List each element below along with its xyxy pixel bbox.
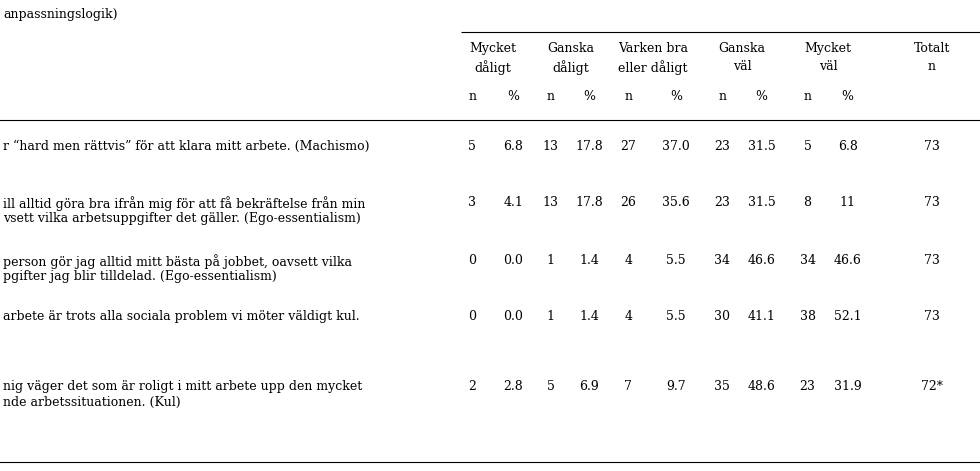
Text: n: n [928,60,936,73]
Text: 34: 34 [714,254,730,267]
Text: 23: 23 [800,380,815,393]
Text: 17.8: 17.8 [575,140,603,153]
Text: 13: 13 [543,196,559,209]
Text: person gör jag alltid mitt bästa på jobbet, oavsett vilka: person gör jag alltid mitt bästa på jobb… [3,254,352,269]
Text: 72*: 72* [921,380,943,393]
Text: n: n [624,90,632,103]
Text: nde arbetssituationen. (Kul): nde arbetssituationen. (Kul) [3,396,180,409]
Text: 41.1: 41.1 [748,310,775,323]
Text: 6.8: 6.8 [838,140,858,153]
Text: 73: 73 [924,310,940,323]
Text: dåligt: dåligt [552,60,589,75]
Text: 2.8: 2.8 [504,380,523,393]
Text: %: % [508,90,519,103]
Text: n: n [547,90,555,103]
Text: %: % [670,90,682,103]
Text: 6.9: 6.9 [579,380,599,393]
Text: 46.6: 46.6 [834,254,861,267]
Text: r “hard men rättvis” för att klara mitt arbete. (Machismo): r “hard men rättvis” för att klara mitt … [3,140,369,153]
Text: vsett vilka arbetsuppgifter det gäller. (Ego-essentialism): vsett vilka arbetsuppgifter det gäller. … [3,212,361,225]
Text: 8: 8 [804,196,811,209]
Text: n: n [718,90,726,103]
Text: 52.1: 52.1 [834,310,861,323]
Text: n: n [804,90,811,103]
Text: 73: 73 [924,196,940,209]
Text: 1: 1 [547,310,555,323]
Text: 26: 26 [620,196,636,209]
Text: 4: 4 [624,254,632,267]
Text: Varken bra: Varken bra [617,42,688,55]
Text: Ganska: Ganska [718,42,765,55]
Text: 0.0: 0.0 [504,254,523,267]
Text: 48.6: 48.6 [748,380,775,393]
Text: 5.5: 5.5 [666,310,686,323]
Text: 31.5: 31.5 [748,140,775,153]
Text: 30: 30 [714,310,730,323]
Text: Mycket: Mycket [805,42,852,55]
Text: %: % [583,90,595,103]
Text: 23: 23 [714,196,730,209]
Text: 31.5: 31.5 [748,196,775,209]
Text: 11: 11 [840,196,856,209]
Text: 5: 5 [547,380,555,393]
Text: Ganska: Ganska [547,42,594,55]
Text: 0: 0 [468,254,476,267]
Text: 1.4: 1.4 [579,310,599,323]
Text: 35: 35 [714,380,730,393]
Text: eller dåligt: eller dåligt [618,60,687,75]
Text: 27: 27 [620,140,636,153]
Text: 73: 73 [924,140,940,153]
Text: nig väger det som är roligt i mitt arbete upp den mycket: nig väger det som är roligt i mitt arbet… [3,380,363,393]
Text: 31.9: 31.9 [834,380,861,393]
Text: 5: 5 [804,140,811,153]
Text: Totalt: Totalt [913,42,951,55]
Text: 9.7: 9.7 [666,380,686,393]
Text: 5: 5 [468,140,476,153]
Text: arbete är trots alla sociala problem vi möter väldigt kul.: arbete är trots alla sociala problem vi … [3,310,360,323]
Text: 37.0: 37.0 [662,140,690,153]
Text: väl: väl [818,60,838,73]
Text: 17.8: 17.8 [575,196,603,209]
Text: 13: 13 [543,140,559,153]
Text: 3: 3 [468,196,476,209]
Text: ill alltid göra bra ifrån mig för att få bekräftelse från min: ill alltid göra bra ifrån mig för att få… [3,196,366,211]
Text: n: n [468,90,476,103]
Text: 1.4: 1.4 [579,254,599,267]
Text: 2: 2 [468,380,476,393]
Text: %: % [756,90,767,103]
Text: %: % [842,90,854,103]
Text: väl: väl [732,60,752,73]
Text: 4.1: 4.1 [504,196,523,209]
Text: 73: 73 [924,254,940,267]
Text: 0: 0 [468,310,476,323]
Text: 5.5: 5.5 [666,254,686,267]
Text: 7: 7 [624,380,632,393]
Text: 0.0: 0.0 [504,310,523,323]
Text: 1: 1 [547,254,555,267]
Text: 4: 4 [624,310,632,323]
Text: 23: 23 [714,140,730,153]
Text: dåligt: dåligt [474,60,512,75]
Text: pgifter jag blir tilldelad. (Ego-essentialism): pgifter jag blir tilldelad. (Ego-essenti… [3,270,276,283]
Text: Mycket: Mycket [469,42,516,55]
Text: 38: 38 [800,310,815,323]
Text: 35.6: 35.6 [662,196,690,209]
Text: 6.8: 6.8 [504,140,523,153]
Text: 34: 34 [800,254,815,267]
Text: 46.6: 46.6 [748,254,775,267]
Text: anpassningslogik): anpassningslogik) [3,8,118,21]
